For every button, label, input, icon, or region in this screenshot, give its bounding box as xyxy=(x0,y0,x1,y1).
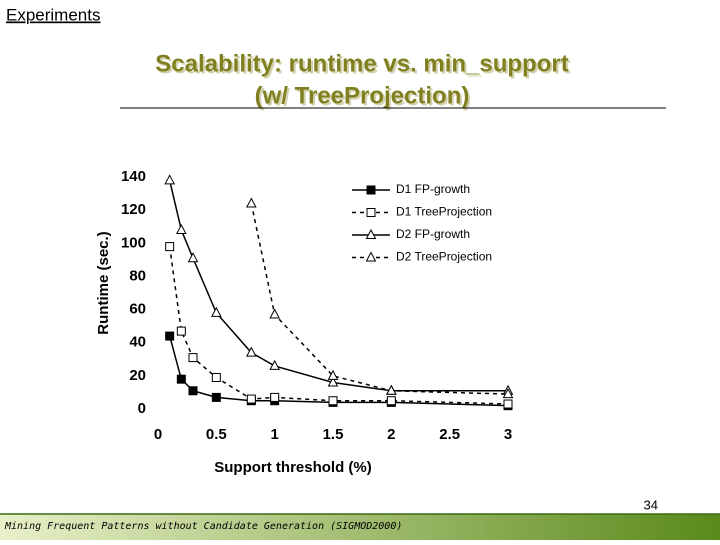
marker xyxy=(211,373,221,383)
x-tick-label: 1 xyxy=(270,426,278,443)
y-tick-label: 60 xyxy=(129,301,146,318)
y-tick-label: 140 xyxy=(121,168,146,185)
slide-title: Scalability: runtime vs. min_support xyxy=(155,50,568,77)
marker xyxy=(211,306,222,317)
marker xyxy=(176,223,187,235)
y-tick-label: 120 xyxy=(121,201,146,218)
slide-title: (w/ TreeProjection) xyxy=(255,82,470,109)
marker xyxy=(176,326,186,336)
x-tick-label: 0 xyxy=(154,426,162,443)
marker xyxy=(502,388,514,399)
y-axis-title: Runtime (sec.) xyxy=(95,231,112,334)
legend-label: D2 TreeProjection xyxy=(396,250,492,264)
x-tick-label: 2.5 xyxy=(439,426,460,443)
marker xyxy=(246,197,257,208)
marker xyxy=(327,376,339,387)
marker xyxy=(269,359,280,370)
marker xyxy=(327,369,339,380)
y-tick-label: 40 xyxy=(129,334,146,351)
marker xyxy=(246,346,257,357)
marker xyxy=(187,252,199,263)
marker xyxy=(328,396,338,406)
legend-label: D1 TreeProjection xyxy=(396,205,492,219)
marker xyxy=(386,396,396,406)
page-number: 34 xyxy=(644,497,658,512)
title-shadow: (w/ TreeProjection) xyxy=(257,84,472,111)
plot: 0 20 40 60 80 100 120 140 0 0.5 1 1.5 2 2.5 3 D1 FP-gro… xyxy=(121,168,514,443)
y-tick-label: 0 xyxy=(138,400,146,417)
marker xyxy=(270,392,280,402)
x-axis-title: Support threshold (%) xyxy=(214,459,372,476)
marker xyxy=(386,384,397,395)
marker xyxy=(269,308,280,319)
marker xyxy=(503,399,513,409)
section-link[interactable]: Experiments xyxy=(6,5,100,24)
footer-bar xyxy=(0,514,720,540)
marker xyxy=(188,386,198,396)
series-line xyxy=(250,203,509,395)
marker xyxy=(211,392,221,402)
y-tick-label: 80 xyxy=(129,267,146,284)
marker xyxy=(246,394,256,404)
marker xyxy=(165,242,175,252)
y-tick-label: 20 xyxy=(129,367,146,384)
x-tick-label: 0.5 xyxy=(206,426,227,443)
legend-marker xyxy=(365,251,377,262)
marker xyxy=(164,174,175,185)
x-tick-label: 1.5 xyxy=(323,426,344,443)
legend-label: D1 FP-growth xyxy=(396,182,470,196)
x-tick-label: 3 xyxy=(504,426,512,443)
footer-text: Mining Frequent Patterns without Candida… xyxy=(4,521,402,532)
title-shadow: Scalability: runtime vs. min_support xyxy=(157,52,570,79)
marker xyxy=(176,374,186,384)
legend-marker xyxy=(366,208,376,217)
x-tick-label: 2 xyxy=(387,426,395,443)
legend-label: D2 FP-growth xyxy=(396,227,470,241)
legend-marker xyxy=(365,228,377,239)
marker xyxy=(188,353,198,363)
y-tick-label: 100 xyxy=(121,234,146,251)
marker xyxy=(165,331,175,341)
legend-marker xyxy=(366,185,376,195)
